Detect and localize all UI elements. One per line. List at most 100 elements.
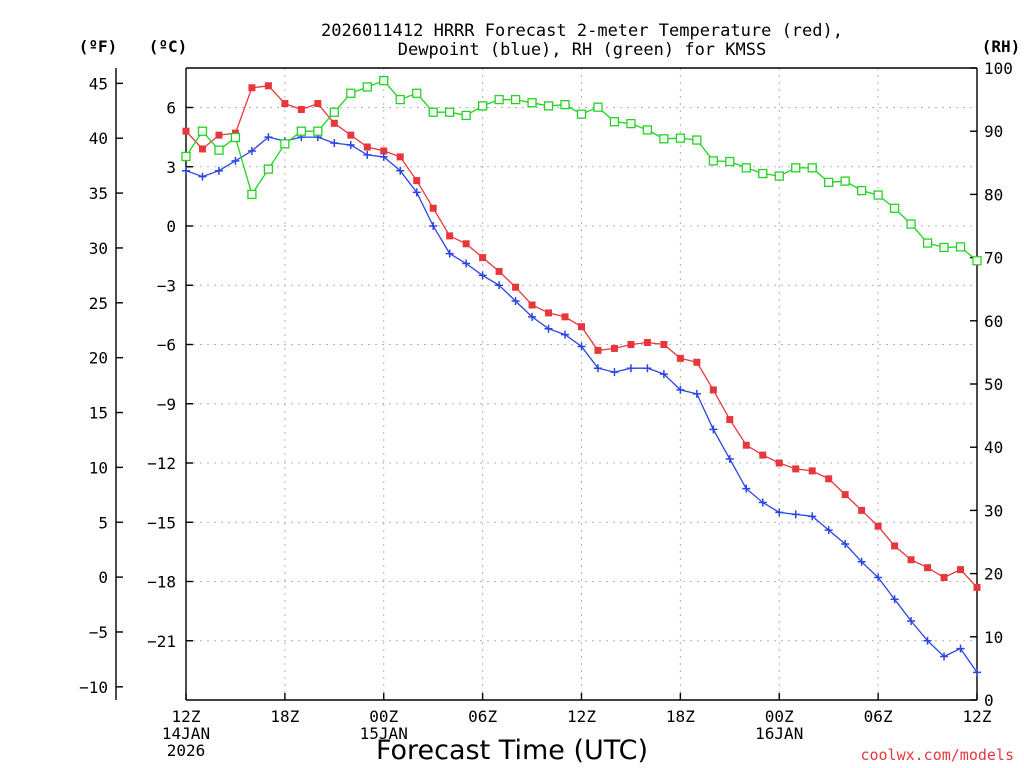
rh-point (659, 134, 669, 144)
dewpoint-point (330, 139, 339, 148)
rh-point (296, 126, 307, 136)
celsius-tick-label: −6 (157, 336, 176, 355)
2-meter-temperature-point (363, 143, 371, 151)
dewpoint-point (396, 166, 405, 175)
dewpoint-point (907, 617, 916, 625)
dewpoint-point (676, 385, 685, 394)
rh-point (774, 171, 784, 181)
rh-tick-label: 20 (984, 565, 1003, 584)
dewpoint-point (775, 508, 784, 517)
dewpoint-point (956, 644, 965, 653)
2-meter-temperature-point (495, 267, 503, 275)
rh-unit-label: (RH) (982, 37, 1021, 56)
2-meter-temperature-point (709, 386, 717, 394)
fahrenheit-tick-label: 15 (89, 404, 108, 423)
time-tick-label: 14JAN (162, 724, 210, 743)
2-meter-temperature-point (693, 358, 701, 366)
rh-point (593, 102, 603, 112)
dewpoint-point (874, 573, 883, 582)
rh-tick-label: 50 (984, 375, 1003, 394)
rh-point (576, 109, 587, 119)
rh-point (412, 88, 422, 98)
2-meter-temperature-point (891, 542, 899, 550)
2-meter-temperature-point (413, 177, 421, 185)
fahrenheit-tick-label: −10 (79, 678, 108, 697)
rh-point (972, 256, 982, 266)
2-meter-temperature-point (264, 82, 272, 90)
rh-point (395, 94, 405, 105)
dewpoint-point (231, 156, 240, 165)
rh-point (873, 190, 883, 200)
gridlines (186, 68, 977, 700)
2-meter-temperature-point (676, 354, 684, 362)
2-meter-temperature-point (643, 339, 651, 347)
celsius-tick-label: 3 (166, 158, 176, 177)
rh-point (906, 219, 916, 229)
dewpoint-point (890, 595, 899, 604)
dewpoint-point (363, 150, 372, 159)
2-meter-temperature-point (512, 283, 520, 291)
2-meter-temperature-point (808, 467, 816, 475)
rh-tick-label: 60 (984, 312, 1003, 331)
rh-tick-label: 100 (984, 59, 1013, 78)
chart-title-line-2: Dewpoint (blue), RH (green) for KMSS (398, 40, 766, 60)
dewpoint-point (973, 668, 981, 677)
rh-point (428, 107, 438, 117)
rh-point (840, 176, 850, 186)
dewpoint-point (544, 324, 553, 333)
rh-tick-label: 40 (984, 438, 1003, 457)
2-meter-temperature-point (907, 556, 915, 564)
fahrenheit-tick-label: −5 (89, 623, 108, 642)
celsius-tick-label: −15 (147, 513, 176, 532)
rh-point (346, 88, 356, 98)
rh-point (791, 163, 801, 173)
x-axis-label: Forecast Time (UTC) (376, 735, 648, 766)
dewpoint-point (626, 364, 635, 373)
dewpoint-point (643, 364, 652, 373)
2-meter-temperature-point (627, 341, 635, 348)
rh-tick-label: 0 (984, 691, 994, 710)
fahrenheit-tick-label: 5 (98, 513, 108, 532)
2-meter-temperature-point (297, 105, 305, 113)
time-tick-label: 12Z (172, 707, 201, 726)
dewpoint-point (808, 512, 817, 521)
2-meter-temperature-point (775, 459, 783, 467)
rh-point (543, 101, 554, 111)
2-meter-temperature-point (726, 416, 734, 424)
fahrenheit-tick-label: 10 (89, 458, 108, 477)
2-meter-temperature-point (281, 100, 289, 108)
dewpoint-point (511, 297, 520, 306)
rh-tick-label: 80 (984, 185, 1003, 204)
2-meter-temperature-point (347, 131, 355, 139)
dewpoint-point (725, 455, 734, 464)
2-meter-temperature-point (545, 309, 553, 317)
rh-point (362, 82, 372, 92)
2-meter-temperature-point (973, 583, 981, 591)
rh-tick-label: 90 (984, 122, 1003, 141)
rh-point (280, 139, 290, 149)
time-tick-label: 18Z (270, 707, 299, 726)
2-meter-temperature-point (198, 145, 206, 153)
2-meter-temperature-point (578, 323, 585, 331)
2-meter-temperature-point (594, 346, 602, 354)
dewpoint-point (857, 557, 866, 566)
dewpoint-point (412, 188, 421, 197)
dewpoint-point (462, 259, 471, 268)
dewpoint-point (478, 271, 487, 280)
time-tick-label: 06Z (468, 707, 497, 726)
2-meter-temperature-point (660, 341, 668, 348)
celsius-tick-label: −3 (157, 276, 176, 295)
celsius-tick-label: −9 (157, 395, 176, 414)
rh-point (197, 126, 208, 136)
dewpoint-point (247, 146, 256, 155)
time-tick-label: 16JAN (755, 724, 803, 743)
time-tick-label: 2026 (167, 741, 206, 760)
dewpoint-point (445, 249, 454, 258)
rh-point (510, 94, 521, 105)
dewpoint-point (709, 425, 718, 434)
rh-point (939, 242, 949, 253)
time-tick-label: 15JAN (360, 724, 408, 743)
2-meter-temperature-point (610, 344, 618, 352)
data-series (181, 75, 982, 677)
rh-point (642, 125, 653, 135)
